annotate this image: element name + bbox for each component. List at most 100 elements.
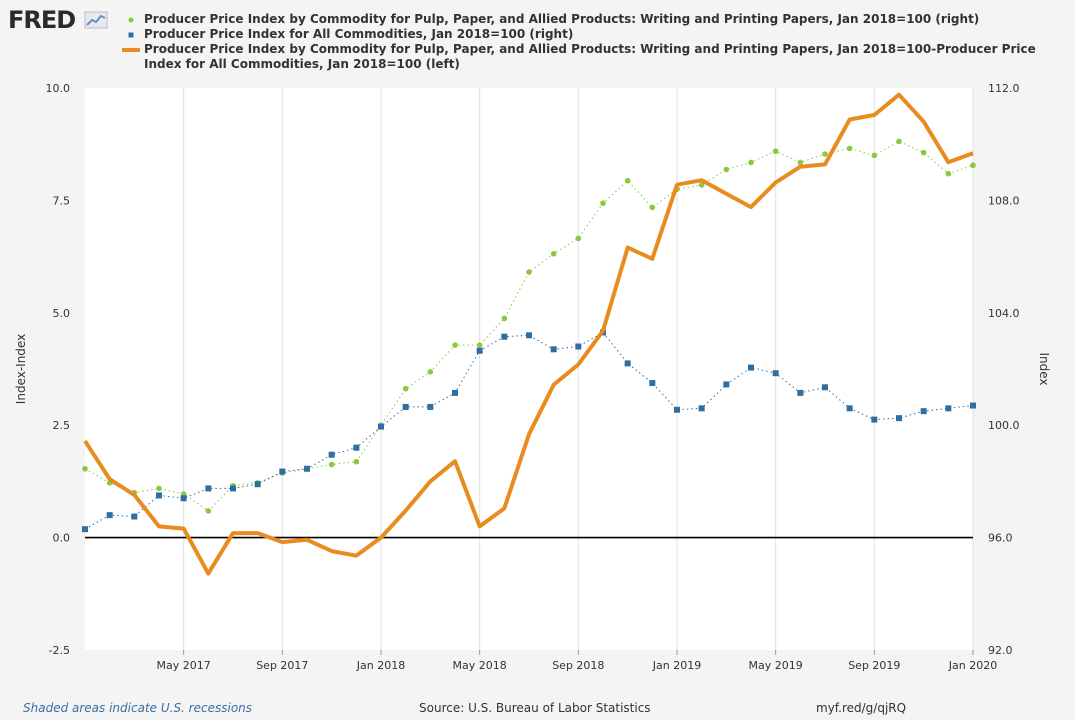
data-point-all-commodities (205, 485, 212, 492)
y-right-tick-label: 104.0 (988, 307, 1020, 320)
fred-logo-text: FRED (8, 6, 76, 34)
data-point-all-commodities (328, 451, 335, 458)
data-point-all-commodities (402, 403, 409, 410)
data-point-paper-index (476, 342, 483, 348)
data-point-all-commodities (353, 444, 360, 451)
data-point-all-commodities (698, 405, 705, 412)
data-point-paper-index (82, 465, 88, 472)
data-point-paper-index (526, 269, 532, 275)
data-point-paper-index (180, 491, 187, 497)
data-point-paper-index (279, 470, 286, 476)
fred-logo[interactable]: FRED (8, 6, 108, 34)
data-point-paper-index (970, 162, 976, 169)
data-point-all-commodities (846, 405, 853, 412)
data-point-paper-index (254, 480, 261, 486)
data-point-paper-index (920, 149, 927, 156)
legend-item-all-commodities[interactable]: Producer Price Index for All Commodities… (122, 27, 1067, 42)
data-point-paper-index (402, 385, 409, 392)
series-0 (82, 138, 976, 514)
data-point-paper-index (698, 182, 705, 188)
data-point-all-commodities (624, 360, 631, 367)
data-point-all-commodities (106, 512, 113, 519)
short-link[interactable]: myf.red/g/qjRQ (816, 701, 907, 715)
data-point-paper-index (772, 148, 779, 155)
data-point-all-commodities (797, 389, 804, 396)
data-point-all-commodities (871, 416, 878, 423)
series-1 (82, 329, 976, 533)
data-point-paper-index (328, 461, 335, 468)
legend-symbol-blue-square (128, 32, 134, 38)
x-tick-label: May 2018 (453, 659, 507, 672)
data-point-all-commodities (378, 423, 384, 430)
data-point-paper-index (501, 315, 508, 322)
data-point-all-commodities (896, 415, 902, 422)
y-left-tick-label: 10.0 (46, 82, 71, 95)
x-tick-label: Sep 2018 (552, 659, 604, 672)
data-point-paper-index (230, 482, 236, 489)
source-note: Source: U.S. Bureau of Labor Statistics (419, 701, 651, 715)
y-right-tick-label: 96.0 (988, 532, 1013, 545)
data-point-paper-index (427, 369, 434, 375)
data-point-paper-index (575, 235, 582, 242)
data-point-paper-index (846, 145, 853, 152)
y-right-tick-label: 108.0 (988, 194, 1020, 207)
y-left-tick-label: 0.0 (53, 532, 71, 545)
data-point-all-commodities (945, 405, 952, 412)
data-point-all-commodities (156, 492, 162, 499)
data-point-all-commodities (82, 526, 88, 533)
data-point-paper-index (896, 138, 902, 145)
data-point-paper-index (624, 177, 631, 184)
y-left-tick-label: -2.5 (49, 644, 70, 657)
plot-area (85, 88, 973, 650)
data-point-all-commodities (279, 468, 286, 475)
data-point-paper-index (945, 170, 952, 177)
x-tick-label: Sep 2019 (848, 659, 900, 672)
legend-label: Producer Price Index by Commodity for Pu… (144, 42, 1036, 71)
chart-legend: Producer Price Index by Commodity for Pu… (122, 12, 1067, 72)
x-tick-label: Sep 2017 (256, 659, 308, 672)
y-axis-right-label: Index (1037, 352, 1051, 385)
data-point-all-commodities (476, 347, 483, 354)
data-point-all-commodities (649, 380, 656, 387)
data-point-paper-index (674, 186, 680, 192)
data-point-all-commodities (501, 333, 508, 340)
legend-label: Producer Price Index for All Commodities… (144, 27, 574, 41)
data-point-all-commodities (748, 364, 754, 371)
legend-item-paper-index[interactable]: Producer Price Index by Commodity for Pu… (122, 12, 1067, 27)
y-left-tick-label: 2.5 (53, 419, 71, 432)
data-point-paper-index (600, 200, 606, 207)
data-point-all-commodities (723, 381, 730, 388)
legend-item-difference[interactable]: Producer Price Index by Commodity for Pu… (122, 42, 1067, 72)
data-point-all-commodities (304, 465, 310, 472)
data-point-all-commodities (575, 343, 582, 350)
data-point-paper-index (723, 166, 730, 173)
data-point-all-commodities (526, 332, 532, 339)
legend-symbol-orange-line (122, 48, 140, 52)
data-point-all-commodities (180, 495, 187, 502)
data-point-paper-index (797, 159, 804, 166)
data-point-paper-index (131, 489, 138, 496)
data-point-all-commodities (674, 406, 680, 413)
series-line-dotted (84, 140, 974, 512)
data-point-paper-index (748, 159, 754, 166)
series-2 (83, 92, 974, 576)
y-right-tick-label: 112.0 (988, 82, 1020, 95)
data-point-paper-index (353, 458, 360, 465)
series-line-dotted (84, 331, 974, 530)
data-point-paper-index (822, 151, 828, 157)
data-point-paper-index (452, 342, 458, 348)
data-point-paper-index (871, 152, 878, 159)
x-tick-label: Jan 2020 (948, 659, 997, 672)
y-left-tick-label: 5.0 (53, 307, 71, 320)
y-right-tick-label: 92.0 (988, 644, 1013, 657)
data-point-paper-index (106, 480, 113, 486)
data-point-all-commodities (452, 389, 458, 396)
data-point-all-commodities (230, 485, 236, 492)
data-point-all-commodities (822, 384, 828, 391)
data-point-paper-index (205, 508, 212, 514)
y-left-tick-label: 7.5 (53, 194, 71, 207)
data-point-all-commodities (427, 403, 434, 410)
data-point-all-commodities (920, 408, 927, 415)
chart-line-icon (84, 11, 108, 29)
